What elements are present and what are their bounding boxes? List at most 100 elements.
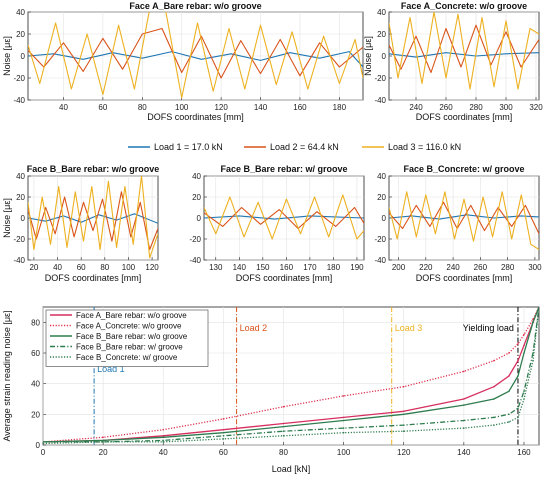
data-point	[282, 435, 285, 437]
data-point	[402, 413, 405, 416]
legend-entry: Face A_Bare rebar: w/o groove	[76, 311, 187, 320]
y-tick-label: 40	[192, 172, 201, 181]
x-tick-label: 40	[59, 103, 68, 112]
series-line	[28, 12, 363, 99]
y-tick-label: -20	[374, 74, 386, 83]
data-point	[523, 398, 525, 400]
x-tick-label: 280	[469, 103, 483, 112]
y-tick-label: 20	[31, 410, 40, 419]
legend-box	[45, 309, 209, 367]
y-tick-label: 60	[31, 349, 40, 358]
legend-entry: Face B_Bare rebar: w/ groove	[76, 343, 183, 352]
x-tick-label: 0	[41, 448, 46, 457]
data-point	[517, 416, 519, 419]
x-tick-label: 60	[77, 263, 86, 272]
panel-face-a-bare-rebar: -40 -20 0 20 40 40 60 80 100 120 140 160 180 Face A_B…	[2, 1, 364, 122]
data-point	[523, 352, 525, 354]
data-point	[342, 431, 345, 434]
plot-area	[28, 12, 363, 99]
series-line	[204, 215, 364, 220]
y-tick-label: 20	[192, 193, 201, 202]
legend-entry: Load 3 = 116.0 kN	[388, 142, 461, 152]
series-line	[43, 307, 539, 443]
x-tick-label: 260	[439, 103, 453, 112]
x-tick-label: 190	[350, 263, 364, 272]
data-point	[517, 343, 519, 345]
x-tick-label: 300	[499, 103, 513, 112]
x-tick-label: 40	[53, 263, 62, 272]
data-point	[402, 430, 405, 433]
data-point	[508, 413, 510, 416]
data-point	[508, 375, 510, 377]
x-tick-label: 120	[214, 103, 228, 112]
series-line	[28, 176, 158, 259]
y-tick-label: 40	[377, 172, 386, 181]
data-point	[222, 418, 225, 420]
y-tick-label: -20	[374, 235, 386, 244]
data-point	[463, 370, 465, 373]
y-tick-label: -40	[374, 256, 386, 265]
y-tick-label: -20	[13, 74, 25, 83]
data-point	[102, 436, 104, 439]
x-tick-label: 170	[303, 263, 317, 272]
series-line	[43, 307, 539, 443]
x-axis-label: DOFS coordinates [mm]	[416, 273, 513, 283]
data-point	[493, 424, 495, 426]
panel-title: Face B_Bare rebar: w/o groove	[27, 164, 160, 174]
data-point	[493, 359, 495, 362]
x-axis-label: Load [kN]	[272, 464, 311, 474]
y-tick-label: 40	[16, 172, 25, 181]
y-tick-label: 0	[36, 441, 41, 450]
data-point	[282, 430, 285, 433]
data-point	[508, 390, 510, 393]
x-axis-label: DOFS coordinates [mm]	[147, 112, 244, 122]
series-line	[204, 194, 364, 240]
x-tick-label: 20	[99, 448, 108, 457]
y-tick-label: 0	[382, 52, 387, 61]
x-tick-label: 80	[138, 103, 147, 112]
y-tick-label: 0	[21, 52, 26, 61]
panel-title: Face A_Concrete: w/o groove	[401, 1, 527, 11]
panel-face-b-bare-rebar-wo-groove: -40 -20 0 20 40 20 40 60 80 100 120 Face B_Bare reb…	[2, 164, 159, 283]
plot-area	[389, 12, 539, 90]
plot-area	[28, 176, 158, 259]
x-tick-label: 300	[528, 263, 542, 272]
data-point	[508, 352, 510, 354]
x-tick-label: 150	[256, 263, 270, 272]
series-line	[204, 206, 364, 230]
data-point	[162, 436, 164, 439]
annotation-label: Load 2	[240, 323, 268, 333]
y-tick-label: -40	[13, 256, 25, 265]
annotation-label: Load 1	[97, 364, 125, 374]
data-point	[463, 398, 465, 400]
y-tick-label: 20	[377, 193, 386, 202]
data-point	[493, 416, 495, 419]
y-tick-label: 40	[377, 8, 386, 17]
x-axis-label: DOFS coordinates [mm]	[45, 273, 142, 283]
data-point	[162, 428, 164, 431]
data-point	[517, 407, 519, 410]
data-point	[342, 427, 345, 429]
y-tick-label: -20	[189, 235, 201, 244]
panel-face-b-bare-rebar-w-groove: -40 -20 0 20 40 130 140 150 160 170 180 190 Face B_B…	[189, 164, 365, 283]
y-tick-label: 80	[31, 318, 40, 327]
data-point	[102, 441, 104, 443]
panel-average-noise-vs-load: 0 20 40 60 80 0 20 40 60 80 100 120 140 160 Load 1 Load…	[2, 306, 540, 474]
data-point	[342, 416, 345, 419]
data-point	[43, 442, 44, 445]
data-point	[222, 431, 225, 434]
y-axis-label: Noise [με]	[2, 198, 12, 238]
data-point	[532, 359, 534, 362]
data-point	[222, 428, 225, 431]
series-line	[389, 191, 539, 250]
data-point	[517, 375, 519, 377]
data-point	[282, 405, 285, 408]
y-tick-label: 40	[16, 8, 25, 17]
x-tick-label: 80	[279, 448, 288, 457]
x-tick-label: 160	[280, 263, 294, 272]
y-tick-label: 0	[197, 214, 202, 223]
x-tick-label: 320	[529, 103, 543, 112]
data-point	[402, 385, 405, 388]
x-tick-label: 80	[100, 263, 109, 272]
